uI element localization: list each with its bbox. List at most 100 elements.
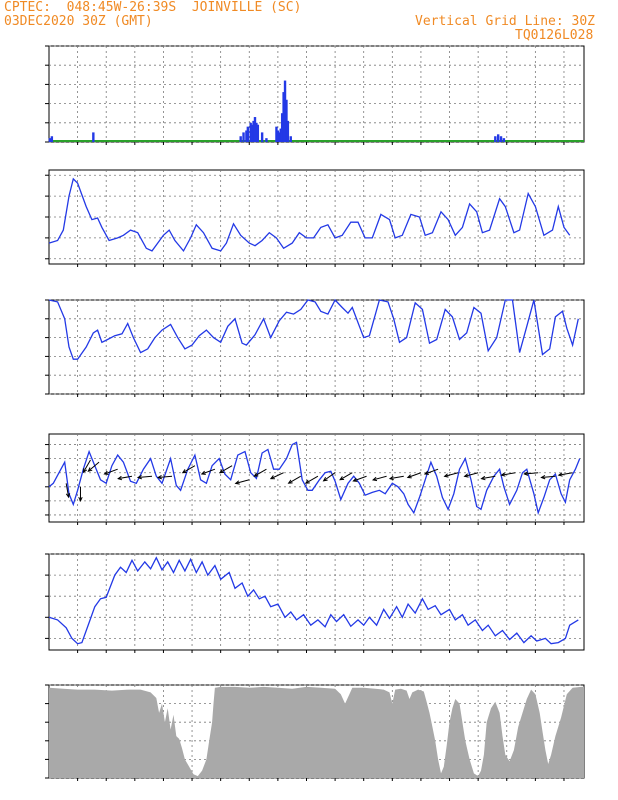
precip-bar	[48, 138, 52, 142]
precip-bar	[50, 136, 54, 142]
wind-arrow-head	[480, 475, 486, 481]
wind-arrow	[481, 475, 496, 480]
wind-arrow-head	[371, 476, 378, 482]
wind-arrow-head	[523, 471, 529, 476]
wind-arrow	[389, 475, 404, 480]
wind-arrow	[305, 475, 319, 484]
wind-arrow-head	[181, 469, 187, 474]
precip-bar	[502, 138, 506, 142]
wind-arrow-head	[463, 473, 469, 478]
precip-bar	[282, 92, 285, 142]
wind-arrow-head	[423, 470, 429, 475]
precip-bar	[286, 120, 290, 142]
wind-arrow	[104, 468, 118, 475]
precip-bar	[276, 130, 280, 142]
precip-bar	[246, 126, 250, 142]
wind-arrow-head	[156, 474, 162, 480]
cloud-area	[49, 686, 584, 778]
wind-arrow-head	[406, 474, 412, 479]
wind-arrow	[83, 459, 91, 473]
wind-arrow	[524, 472, 539, 475]
wind-arrow	[323, 472, 336, 482]
panel-frame	[48, 45, 585, 143]
wind-arrow	[372, 475, 387, 481]
wind-arrow-head	[388, 475, 394, 481]
wind-arrow	[501, 472, 516, 476]
wind-arrow	[541, 475, 556, 478]
wind-arrow	[118, 475, 133, 480]
header-datetime: 03DEC2020 30Z (GMT)	[4, 14, 153, 29]
precip-bar	[255, 122, 258, 142]
precip-bar	[278, 132, 281, 142]
precip-bar	[499, 136, 503, 142]
precip-bar	[249, 122, 252, 142]
series-line	[48, 556, 579, 645]
precip-bar	[280, 113, 284, 142]
wind-arrow-head	[253, 472, 259, 477]
wind-arrow-head	[136, 474, 142, 480]
wind-arrow-head	[103, 470, 109, 475]
wind-arrow	[424, 468, 439, 475]
wind-arrow	[254, 468, 267, 477]
wind-arrow	[353, 475, 367, 482]
wind-arrow-head	[304, 479, 310, 484]
precip-bar	[289, 136, 292, 142]
wind-arrow-head	[82, 468, 88, 474]
wind-arrow-head	[234, 480, 240, 485]
panel-frame	[48, 553, 585, 651]
precip-bar	[250, 124, 254, 142]
wind-arrow	[182, 465, 196, 474]
wind-arrow-head	[78, 496, 83, 502]
precip-bar	[252, 120, 255, 142]
header-station: CPTEC: 048:45W-26:39S JOINVILLE (SC)	[4, 0, 302, 15]
wind-arrow-head	[322, 477, 328, 482]
wind-arrow	[158, 475, 173, 478]
precip-bar	[283, 80, 287, 142]
wind-arrow	[138, 475, 153, 478]
wind-arrow-head	[287, 479, 293, 484]
wind-arrow	[558, 472, 573, 476]
wind-arrow	[270, 472, 284, 480]
wind-arrow	[444, 472, 459, 477]
precip-bar	[260, 132, 264, 142]
series-line	[48, 441, 581, 516]
precip-bar	[285, 99, 288, 142]
precip-bar	[279, 128, 282, 142]
wind-arrow-head	[540, 474, 546, 480]
wind-arrow	[407, 472, 422, 478]
wind-arrow	[288, 475, 302, 484]
wind-arrow	[201, 468, 216, 475]
wind-arrow-head	[117, 475, 123, 481]
wind-arrow	[219, 465, 233, 474]
precip-bar	[496, 134, 500, 142]
panel-frame	[48, 433, 585, 523]
wind-arrow	[464, 472, 479, 477]
series-line	[48, 298, 579, 360]
wind-arrow-head	[339, 476, 345, 481]
wind-arrow	[88, 461, 100, 472]
header-code: TQ0126L028	[515, 28, 594, 43]
wind-arrow-head	[557, 472, 563, 477]
wind-arrow-head	[200, 470, 206, 475]
panel-frame	[48, 299, 585, 395]
precip-bar	[494, 136, 497, 142]
wind-arrow-head	[352, 477, 358, 482]
precip-bar	[239, 136, 242, 142]
wind-arrow-head	[500, 472, 506, 477]
precip-bar	[256, 124, 260, 142]
header-grid-note: Vertical Grid Line: 30Z	[415, 14, 596, 29]
wind-arrow	[339, 472, 353, 481]
precip-bar	[245, 130, 248, 142]
precip-bar	[253, 117, 257, 142]
series-line	[48, 177, 571, 253]
wind-arrow-head	[443, 473, 449, 478]
wind-arrow	[65, 483, 70, 498]
wind-arrow	[235, 479, 250, 484]
wind-arrow-head	[269, 475, 275, 480]
precip-bar	[265, 138, 268, 142]
wind-arrow-head	[87, 467, 93, 472]
wind-arrow-head	[219, 469, 225, 474]
precip-bar	[92, 132, 95, 142]
wind-arrow-head	[65, 493, 71, 499]
